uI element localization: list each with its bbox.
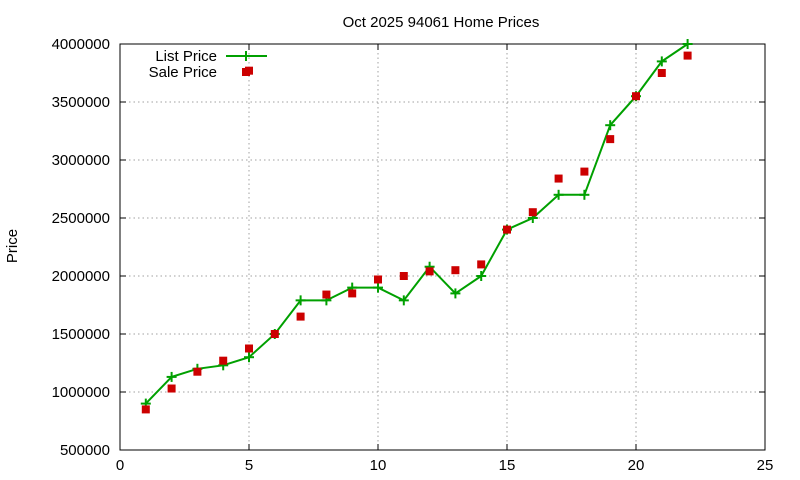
plot-area [140, 39, 693, 414]
sale-price-point [167, 384, 176, 393]
sale-price-point [606, 135, 615, 144]
sale-price-point [425, 267, 434, 276]
y-axis-label: Price [4, 229, 21, 263]
list-price-point [656, 56, 667, 67]
list-price-point [373, 282, 383, 293]
sale-price-point [683, 51, 692, 60]
sale-price-point [219, 356, 228, 365]
list-price-point [450, 288, 461, 299]
sale-price-point [477, 260, 486, 269]
list-price-point [605, 120, 616, 131]
sale-price-point [657, 69, 666, 77]
sale-price-point [399, 272, 408, 280]
sale-price-point [141, 405, 150, 414]
y-tick-label: 4000000 [52, 36, 110, 53]
sale-price-point [322, 290, 331, 299]
sale-price-point [632, 92, 640, 101]
sale-price-point [245, 344, 253, 353]
list-price-point [553, 189, 564, 200]
sale-price-point [193, 367, 202, 376]
list-price-point [295, 295, 306, 306]
sale-price-point [554, 174, 563, 183]
list-price-point [398, 295, 409, 306]
list-price-point [476, 271, 487, 281]
list-price-line [145, 43, 689, 405]
y-tick-label: 3000000 [52, 152, 110, 169]
sale-price-point [348, 289, 357, 298]
y-tick-label: 1500000 [52, 326, 110, 343]
y-tick-label: 3500000 [52, 94, 110, 111]
sale-price-point [451, 266, 460, 275]
legend-label: Sale Price [149, 64, 217, 81]
y-tick-label: 1000000 [52, 384, 110, 401]
x-tick-label: 15 [499, 457, 516, 474]
plot-border [119, 43, 766, 451]
sale-price-point [374, 275, 382, 284]
axes: 0 5 10 15 20 25 500000 1000000 1500000 2000000 250… [52, 36, 774, 474]
sale-price-point [528, 208, 537, 217]
list-price-point [682, 39, 693, 49]
grid [120, 44, 765, 450]
sale-price-point [503, 225, 511, 234]
legend-label: List Price [155, 48, 217, 65]
list-price-point [579, 189, 590, 200]
y-tick-label: 2500000 [52, 210, 110, 227]
x-tick-label: 5 [245, 457, 253, 474]
x-tick-label: 25 [757, 457, 774, 474]
sale-price-point [270, 330, 279, 338]
list-price-point [244, 352, 254, 363]
sale-price-point [296, 312, 305, 321]
x-tick-label: 20 [628, 457, 645, 474]
chart-title: Oct 2025 94061 Home Prices [343, 14, 540, 31]
x-tick-label: 0 [116, 457, 124, 474]
y-tick-label: 2000000 [52, 268, 110, 285]
y-tick-label: 500000 [60, 442, 110, 459]
sale-price-point [580, 167, 589, 176]
x-tick-label: 10 [370, 457, 387, 474]
list-price-point [166, 371, 177, 382]
legend-square-swatch [242, 68, 250, 76]
